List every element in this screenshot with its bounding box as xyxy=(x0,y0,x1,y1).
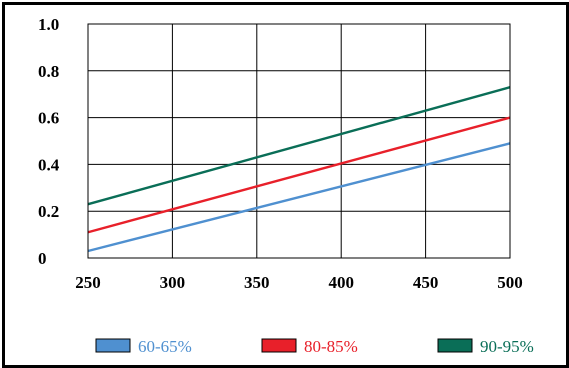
y-tick-label: 0.4 xyxy=(38,155,60,174)
legend: 60-65% 80-85% 90-95% xyxy=(95,337,534,356)
plot-border xyxy=(87,23,511,259)
y-tick-label: 1.0 xyxy=(38,15,59,34)
series-lines xyxy=(87,86,511,253)
y-axis-tick-labels: 0 0.2 0.4 0.6 0.8 1.0 xyxy=(38,15,60,268)
series-line-1 xyxy=(87,116,511,234)
x-tick-label: 350 xyxy=(244,273,270,292)
legend-label: 60-65% xyxy=(138,337,192,356)
legend-swatch xyxy=(95,338,131,353)
legend-swatch xyxy=(261,338,297,353)
x-tick-label: 500 xyxy=(497,273,523,292)
y-tick-label: 0.2 xyxy=(38,202,59,221)
x-tick-label: 400 xyxy=(328,273,354,292)
y-tick-label: 0 xyxy=(38,249,47,268)
x-axis-tick-labels: 250 300 350 400 450 500 xyxy=(75,273,523,292)
legend-label: 80-85% xyxy=(304,337,358,356)
y-tick-label: 0.6 xyxy=(38,109,59,128)
x-tick-label: 300 xyxy=(160,273,186,292)
legend-label: 90-95% xyxy=(480,337,534,356)
x-tick-label: 450 xyxy=(413,273,439,292)
series-line-2 xyxy=(87,86,511,206)
grid xyxy=(87,23,511,259)
legend-swatch xyxy=(437,338,473,353)
x-tick-label: 250 xyxy=(75,273,101,292)
series-line-0 xyxy=(87,142,511,253)
y-tick-label: 0.8 xyxy=(38,62,59,81)
